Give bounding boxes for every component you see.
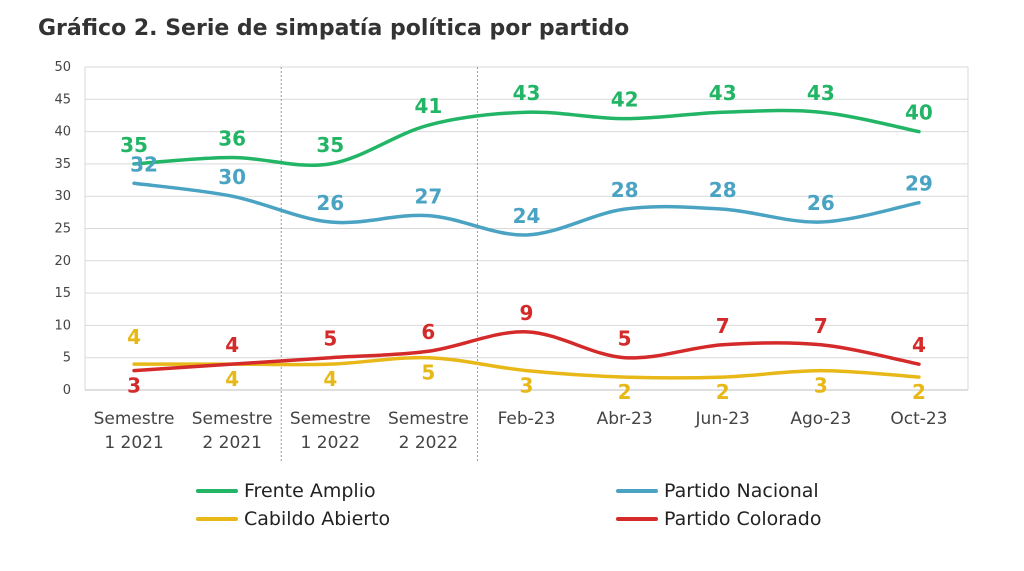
x-tick-label: Semestre 2 2021	[192, 409, 273, 453]
data-label-frente-amplio: 42	[611, 88, 639, 112]
data-label-partido-colorado: 4	[912, 333, 926, 357]
y-tick-label: 45	[54, 92, 71, 107]
x-tick-label: Feb-23	[498, 409, 556, 429]
data-label-partido-colorado: 5	[618, 327, 632, 351]
data-label-partido-colorado: 7	[716, 314, 730, 338]
data-label-cabildo-abierto: 4	[225, 367, 239, 391]
data-label-partido-nacional: 24	[513, 204, 541, 228]
data-label-frente-amplio: 40	[905, 101, 933, 125]
chart-title: Gráfico 2. Serie de simpatía política po…	[38, 16, 630, 41]
data-label-partido-nacional: 27	[414, 185, 442, 209]
y-tick-label: 40	[54, 125, 71, 140]
y-tick-label: 0	[63, 383, 71, 398]
x-tick-label: Jun-23	[695, 409, 750, 429]
data-label-cabildo-abierto: 2	[912, 380, 926, 404]
data-label-partido-nacional: 26	[807, 191, 835, 215]
data-label-frente-amplio: 43	[709, 81, 737, 105]
y-tick-label: 5	[63, 351, 71, 366]
data-label-frente-amplio: 35	[120, 133, 148, 157]
y-tick-label: 20	[54, 254, 71, 269]
x-tick-label: Semestre 2 2022	[388, 409, 469, 453]
data-label-cabildo-abierto: 5	[421, 361, 435, 385]
x-tick-label: Semestre 1 2021	[94, 409, 175, 453]
data-label-partido-colorado: 3	[127, 374, 141, 398]
y-tick-label: 35	[54, 157, 71, 172]
series-line-partido-nacional	[132, 181, 921, 237]
data-label-cabildo-abierto: 4	[323, 367, 337, 391]
data-label-partido-colorado: 7	[814, 314, 828, 338]
y-tick-label: 30	[54, 189, 71, 204]
data-label-cabildo-abierto: 3	[814, 374, 828, 398]
data-label-partido-nacional: 26	[316, 191, 344, 215]
data-label-cabildo-abierto: 2	[716, 380, 730, 404]
data-label-frente-amplio: 43	[807, 81, 835, 105]
data-label-partido-nacional: 30	[218, 165, 246, 189]
data-label-frente-amplio: 43	[513, 81, 541, 105]
series-line-cabildo-abierto	[132, 355, 921, 380]
data-label-partido-colorado: 4	[225, 333, 239, 357]
data-label-partido-nacional: 29	[905, 172, 933, 196]
series-line-frente-amplio	[132, 108, 921, 168]
data-label-partido-colorado: 5	[323, 327, 337, 351]
data-label-cabildo-abierto: 2	[618, 380, 632, 404]
x-tick-label: Abr-23	[597, 409, 653, 429]
data-label-partido-nacional: 28	[709, 178, 737, 202]
y-tick-label: 25	[54, 222, 71, 237]
data-label-frente-amplio: 41	[414, 94, 442, 118]
data-label-partido-colorado: 9	[520, 301, 534, 325]
series-line-partido-colorado	[132, 330, 921, 373]
data-label-partido-nacional: 28	[611, 178, 639, 202]
data-label-frente-amplio: 36	[218, 126, 246, 150]
data-label-frente-amplio: 35	[316, 133, 344, 157]
x-tick-label: Ago-23	[790, 409, 851, 429]
y-tick-label: 15	[54, 286, 71, 301]
x-tick-label: Oct-23	[890, 409, 947, 429]
data-label-partido-nacional: 32	[130, 152, 158, 176]
x-tick-label: Semestre 1 2022	[290, 409, 371, 453]
data-label-cabildo-abierto: 4	[127, 325, 141, 349]
y-tick-label: 50	[54, 60, 71, 75]
data-label-partido-colorado: 6	[421, 320, 435, 344]
data-label-cabildo-abierto: 3	[520, 374, 534, 398]
y-tick-label: 10	[54, 318, 71, 333]
